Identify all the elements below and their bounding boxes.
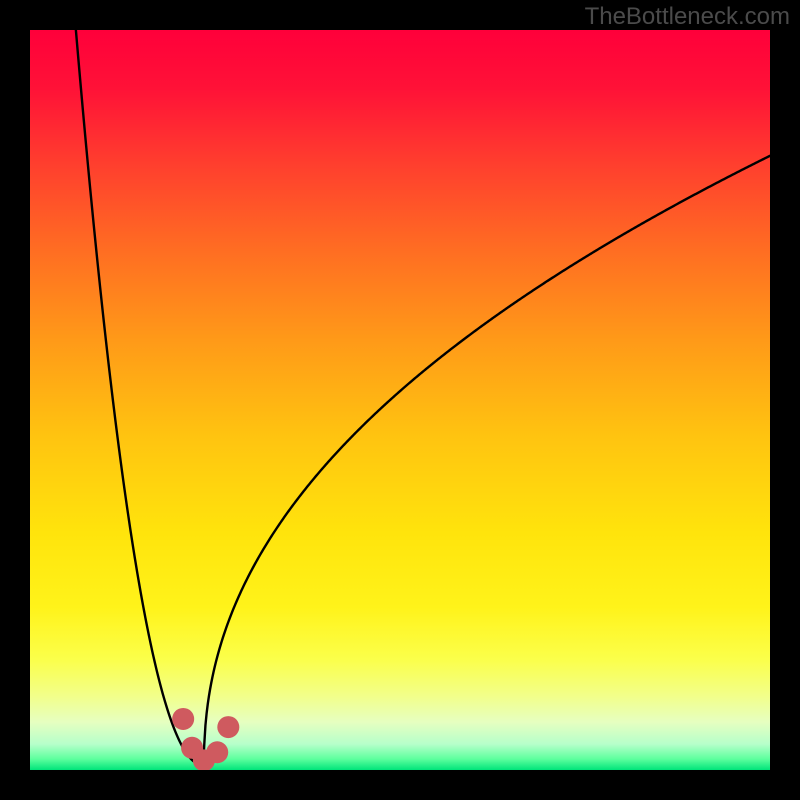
min-marker: [172, 708, 194, 730]
min-marker: [206, 741, 228, 763]
min-marker: [217, 716, 239, 738]
plot-area: [30, 30, 770, 770]
bottleneck-curve: [76, 30, 770, 766]
chart-frame: TheBottleneck.com: [0, 0, 800, 800]
curve-layer: [30, 30, 770, 770]
watermark-text: TheBottleneck.com: [585, 3, 790, 31]
